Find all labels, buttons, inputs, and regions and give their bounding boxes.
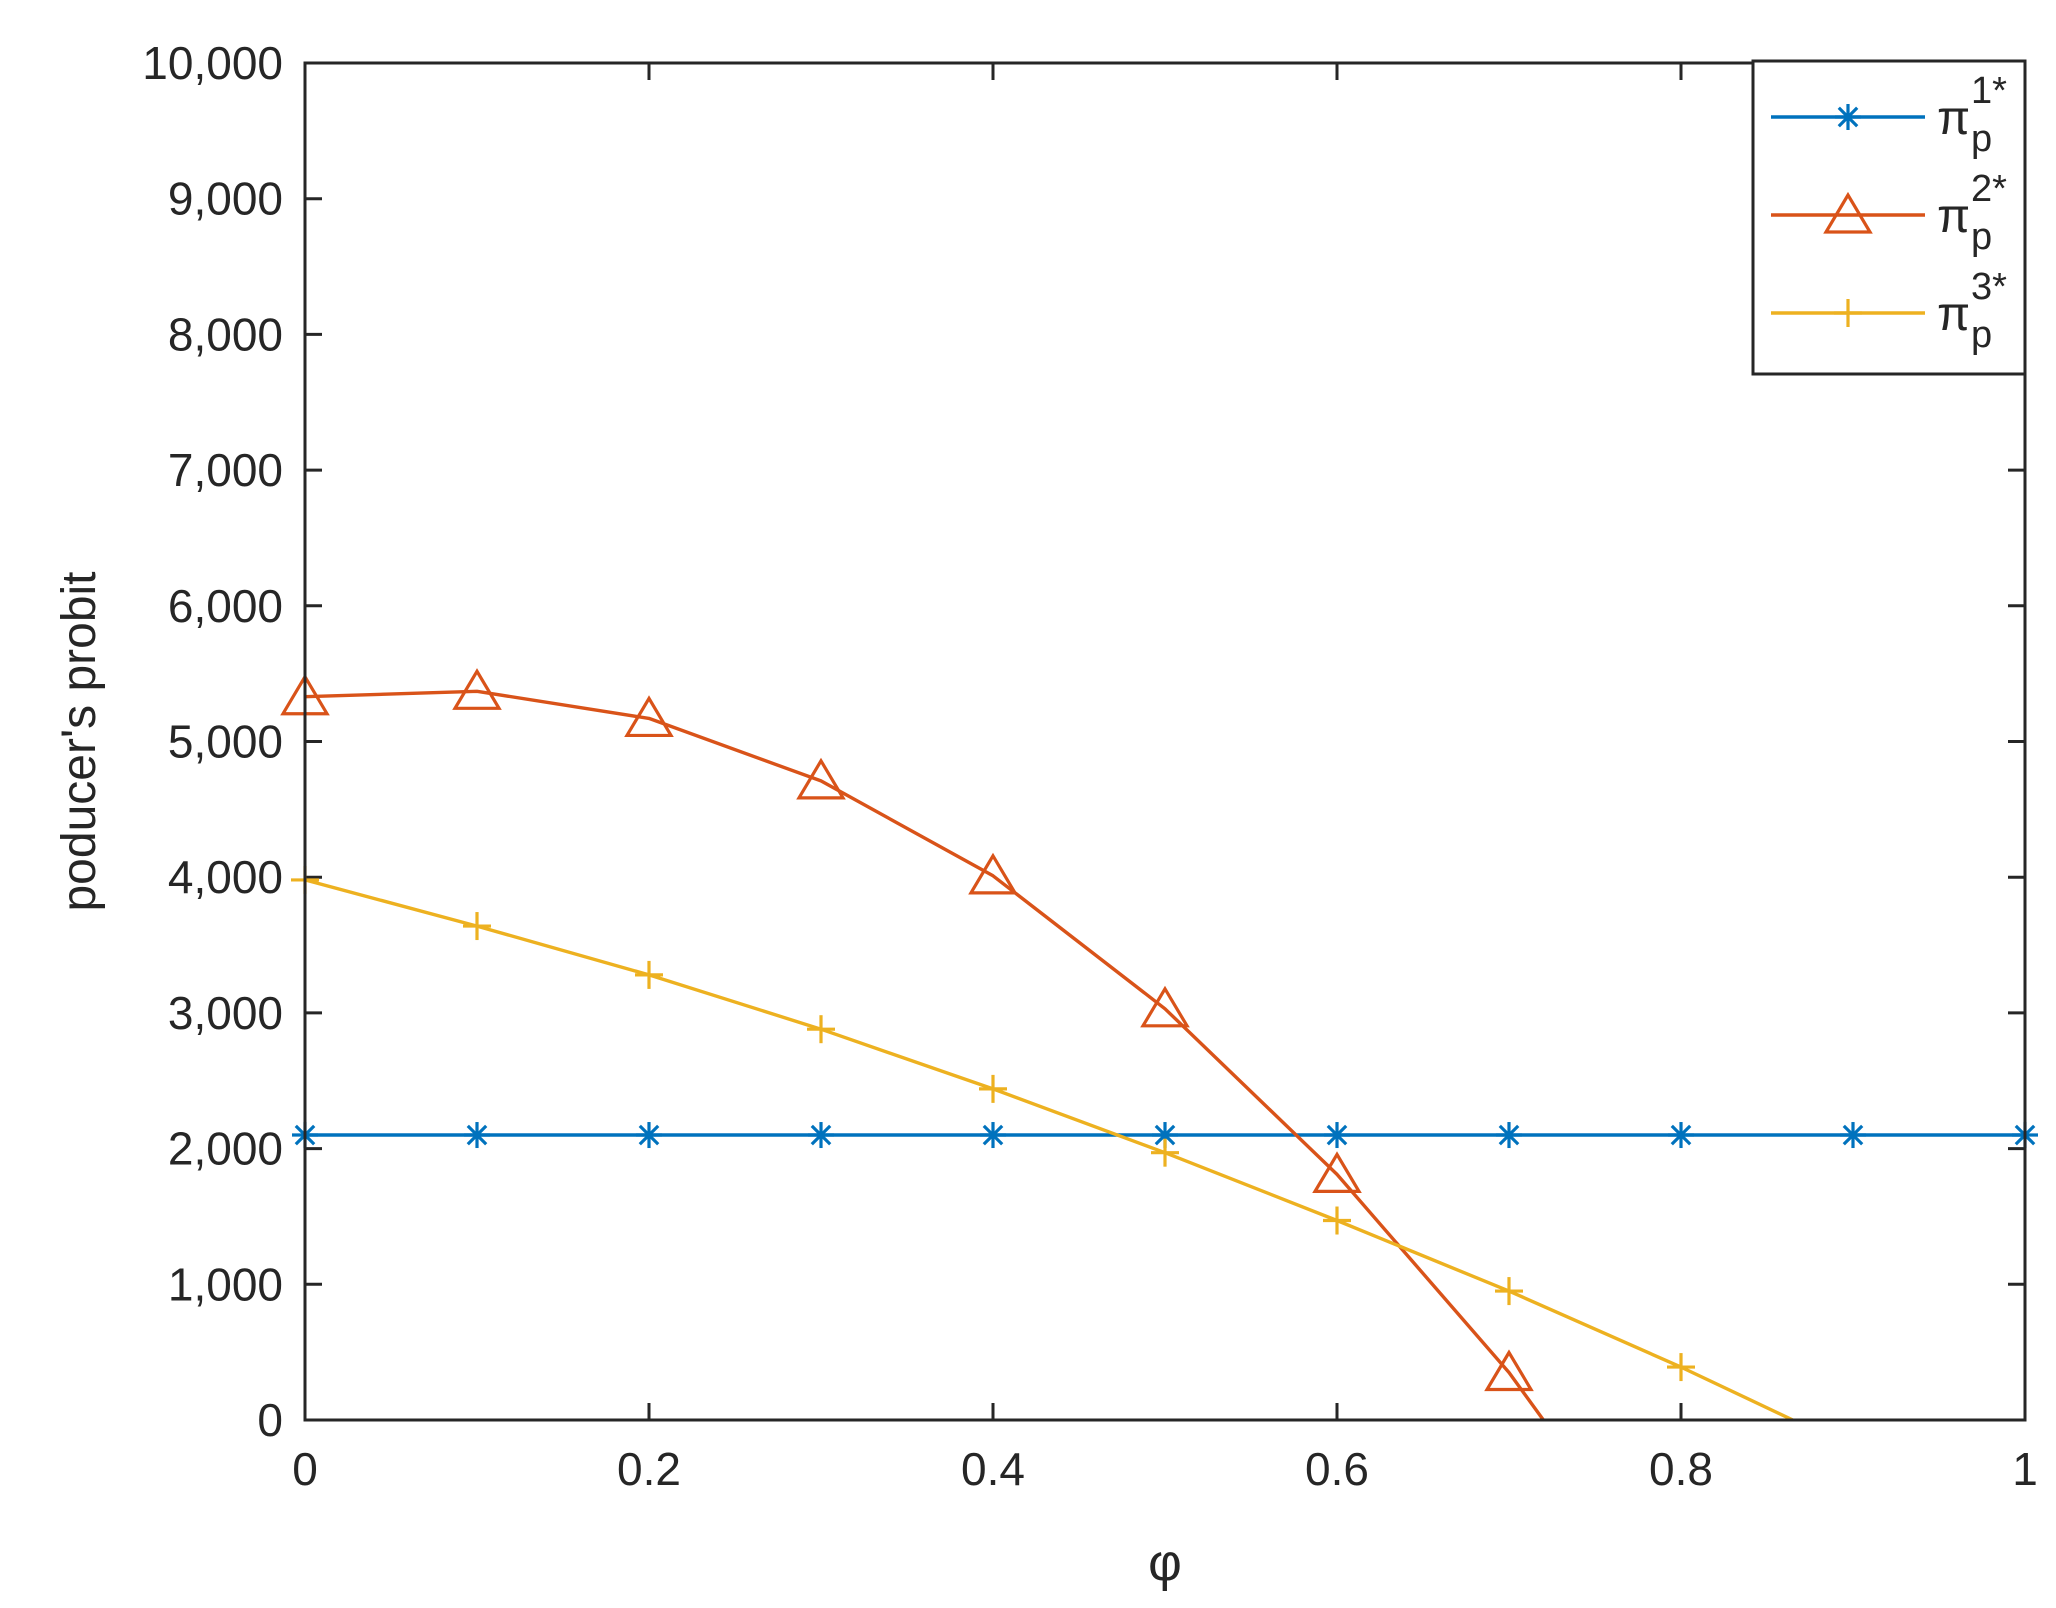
y-tick-label: 7,000 (168, 444, 283, 496)
legend-symbol: π (1937, 92, 1970, 145)
legend-subscript: p (1971, 314, 1992, 356)
y-tick-label: 10,000 (142, 37, 283, 89)
asterisk-marker (1152, 1122, 1178, 1149)
asterisk-stroke (1670, 1124, 1692, 1146)
asterisk-marker (636, 1122, 662, 1149)
series-line-3 (304, 878, 1794, 1422)
triangle-marker (796, 757, 846, 800)
legend-symbol: π (1937, 190, 1970, 243)
legend-subscript: p (1971, 118, 1992, 160)
plus-marker (979, 1074, 1007, 1103)
x-tick-label: 0.2 (617, 1443, 681, 1495)
x-tick-label: 0 (292, 1443, 318, 1495)
triangle-marker (624, 695, 674, 738)
asterisk-stroke (1326, 1124, 1348, 1146)
y-tick-label: 2,000 (168, 1123, 283, 1175)
asterisk-marker (1496, 1122, 1522, 1149)
plus-marker (1151, 1138, 1179, 1167)
asterisk-stroke (638, 1124, 660, 1146)
y-tick-label: 6,000 (168, 580, 283, 632)
asterisk-marker (464, 1122, 490, 1149)
legend-symbol: π (1937, 288, 1970, 341)
triangle-marker (1312, 1151, 1362, 1193)
series-lines (304, 689, 2025, 1422)
legend-superscript: 3* (1971, 266, 2007, 308)
asterisk-marker (980, 1122, 1006, 1149)
triangle-marker (1823, 191, 1873, 234)
asterisk-stroke (810, 1124, 832, 1146)
legend-entry-2: π2* p (1771, 168, 2007, 258)
asterisk-marker (808, 1122, 834, 1149)
legend-subscript: p (1971, 216, 1992, 258)
asterisk-marker (1668, 1122, 1694, 1149)
y-tick-label: 8,000 (168, 308, 283, 360)
y-axis-label: poducer's probit (53, 571, 106, 911)
asterisk-stroke (1498, 1124, 1520, 1146)
asterisk-marker (1835, 104, 1861, 130)
x-tick-label: 1 (2012, 1443, 2038, 1495)
asterisk-stroke (466, 1124, 488, 1146)
legend: π1*pπ2*pπ3*p (1751, 59, 2027, 376)
plus-marker (1834, 299, 1862, 327)
series-line-2 (304, 689, 1545, 1421)
y-tick-label: 3,000 (168, 987, 283, 1039)
legend-entry-1: π1* p (1771, 70, 2007, 160)
plus-marker (1323, 1206, 1351, 1235)
y-tick-label: 4,000 (168, 851, 283, 903)
legend-superscript: 2* (1971, 168, 2007, 210)
legend-entry-3: π3* p (1771, 266, 2007, 356)
series-markers (280, 668, 2038, 1392)
y-tick-label: 0 (257, 1394, 283, 1446)
asterisk-stroke (982, 1124, 1004, 1146)
plus-marker (1667, 1353, 1695, 1382)
asterisk-marker (1324, 1122, 1350, 1149)
x-tick-label: 0.4 (961, 1443, 1025, 1495)
legend-superscript: 1* (1971, 70, 2007, 112)
asterisk-marker (1840, 1122, 1866, 1149)
y-tick-label: 5,000 (168, 716, 283, 768)
y-tick-label: 9,000 (168, 173, 283, 225)
plus-marker (635, 960, 663, 989)
x-tick-label: 0.8 (1649, 1443, 1713, 1495)
triangle-marker (1140, 985, 1190, 1028)
plus-marker (463, 912, 491, 941)
asterisk-stroke (1842, 1124, 1864, 1146)
triangle-marker (452, 668, 502, 710)
asterisk-stroke (1837, 106, 1859, 128)
asterisk-stroke (1154, 1124, 1176, 1146)
plot-frame (303, 61, 2027, 1422)
y-tick-label: 1,000 (168, 1258, 283, 1310)
x-axis-label: φ (1148, 1534, 1182, 1592)
legend-box (1751, 59, 2027, 376)
triangle-marker (968, 852, 1018, 895)
plus-marker (1495, 1277, 1523, 1306)
plus-marker (807, 1015, 835, 1044)
triangle-marker (1484, 1349, 1534, 1392)
x-tick-label: 0.6 (1305, 1443, 1369, 1495)
tick-labels: 0 0.2 0.4 0.6 0.8 1 0 1,000 2,000 3,000 4,000 5,000… (142, 37, 2038, 1495)
